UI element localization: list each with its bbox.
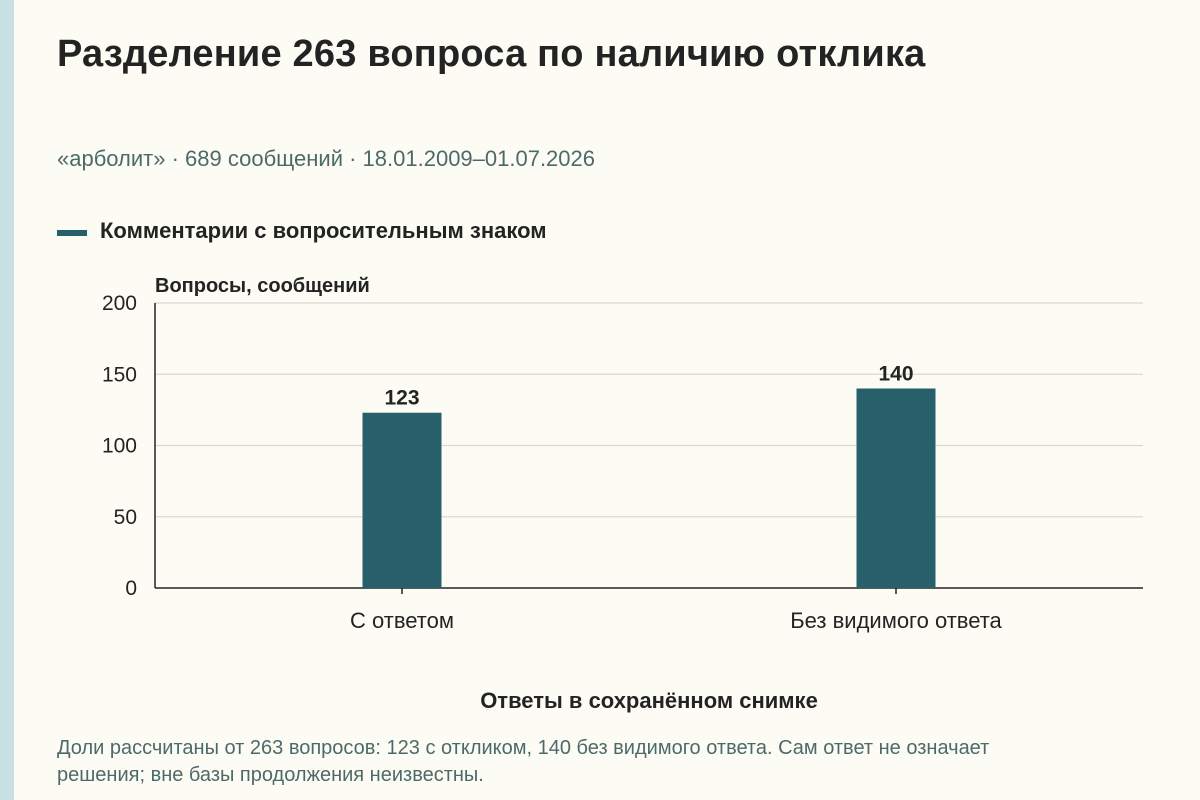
bar — [362, 412, 442, 588]
x-tick-label: С ответом — [350, 608, 454, 633]
chart-subtitle: «арболит» · 689 сообщений · 18.01.2009–0… — [57, 146, 596, 171]
legend: Комментарии с вопросительным знаком — [57, 218, 547, 244]
bar — [856, 388, 936, 588]
y-tick-label: 200 — [102, 292, 137, 315]
accent-strip — [0, 0, 14, 800]
footnote: Доли рассчитаны от 263 вопросов: 123 с о… — [57, 737, 990, 786]
legend-swatch — [57, 230, 87, 236]
y-axis-label: Вопросы, сообщений — [155, 275, 370, 297]
x-axis-label: Ответы в сохранённом снимке — [480, 688, 818, 713]
bar-chart: 0 50 100 150 200 Вопросы, сообщений 123 С ответ… — [102, 275, 1143, 713]
y-tick-label: 0 — [125, 577, 137, 600]
legend-label: Комментарии с вопросительным знаком — [100, 218, 547, 243]
chart-title: Разделение 263 вопроса по наличию отклик… — [57, 33, 926, 75]
y-tick-label: 50 — [114, 506, 137, 529]
data-label: 140 — [878, 363, 913, 386]
data-label: 123 — [384, 387, 419, 410]
y-tick-label: 150 — [102, 363, 137, 386]
y-tick-label: 100 — [102, 435, 137, 458]
x-tick-label: Без видимого ответа — [790, 608, 1002, 633]
